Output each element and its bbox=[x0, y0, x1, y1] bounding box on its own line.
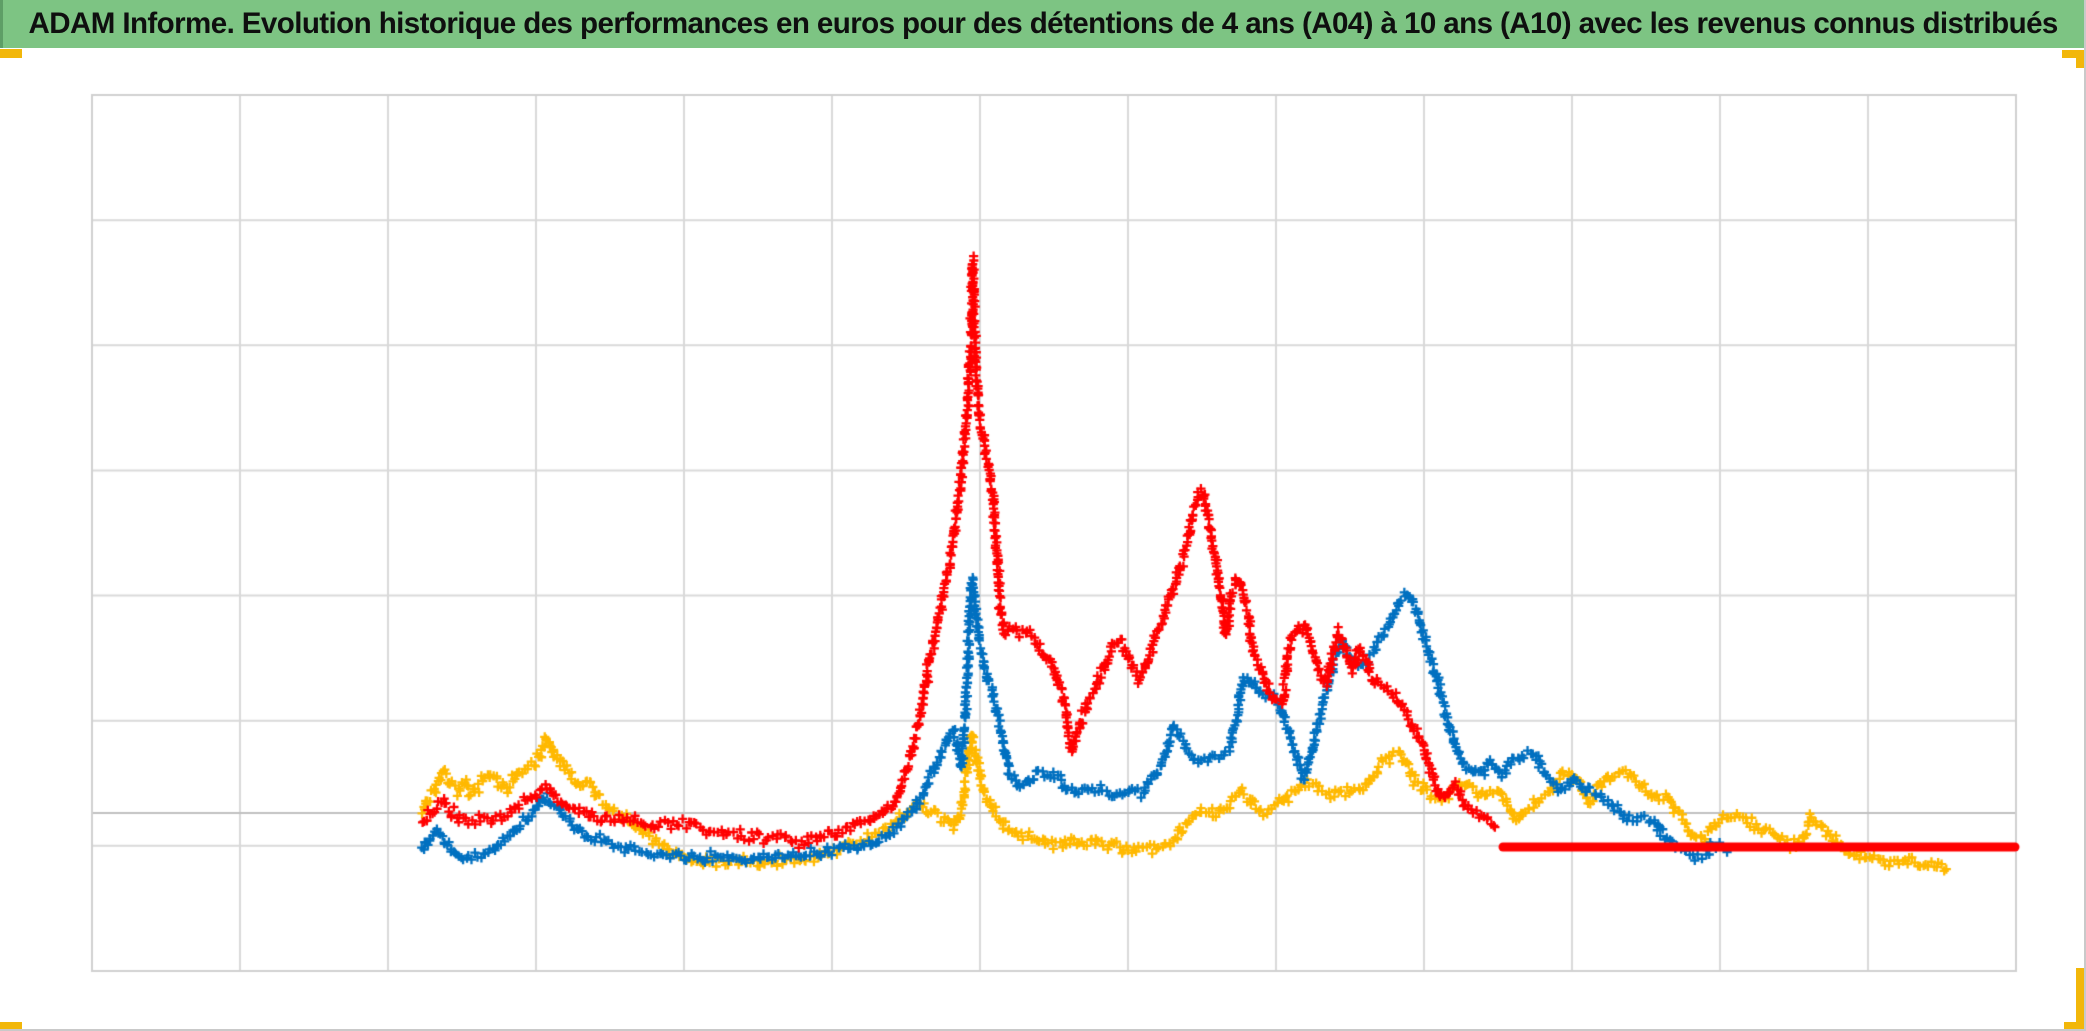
selection-corner-top-right-vertical bbox=[2076, 50, 2084, 68]
title-bar: ADAM Informe. Evolution historique des p… bbox=[0, 0, 2084, 48]
selection-corner-bottom-right-horizontal bbox=[2064, 1022, 2084, 1031]
selection-corner-bottom-right-vertical bbox=[2076, 968, 2084, 1031]
selection-corner-top-right-horizontal bbox=[2062, 50, 2084, 58]
selection-corner-top-left bbox=[0, 49, 22, 58]
page-title: ADAM Informe. Evolution historique des p… bbox=[28, 7, 2059, 40]
page-right-border bbox=[2084, 0, 2086, 1031]
page-bottom-border bbox=[0, 1029, 2086, 1031]
selection-corner-bottom-left bbox=[0, 1022, 22, 1031]
